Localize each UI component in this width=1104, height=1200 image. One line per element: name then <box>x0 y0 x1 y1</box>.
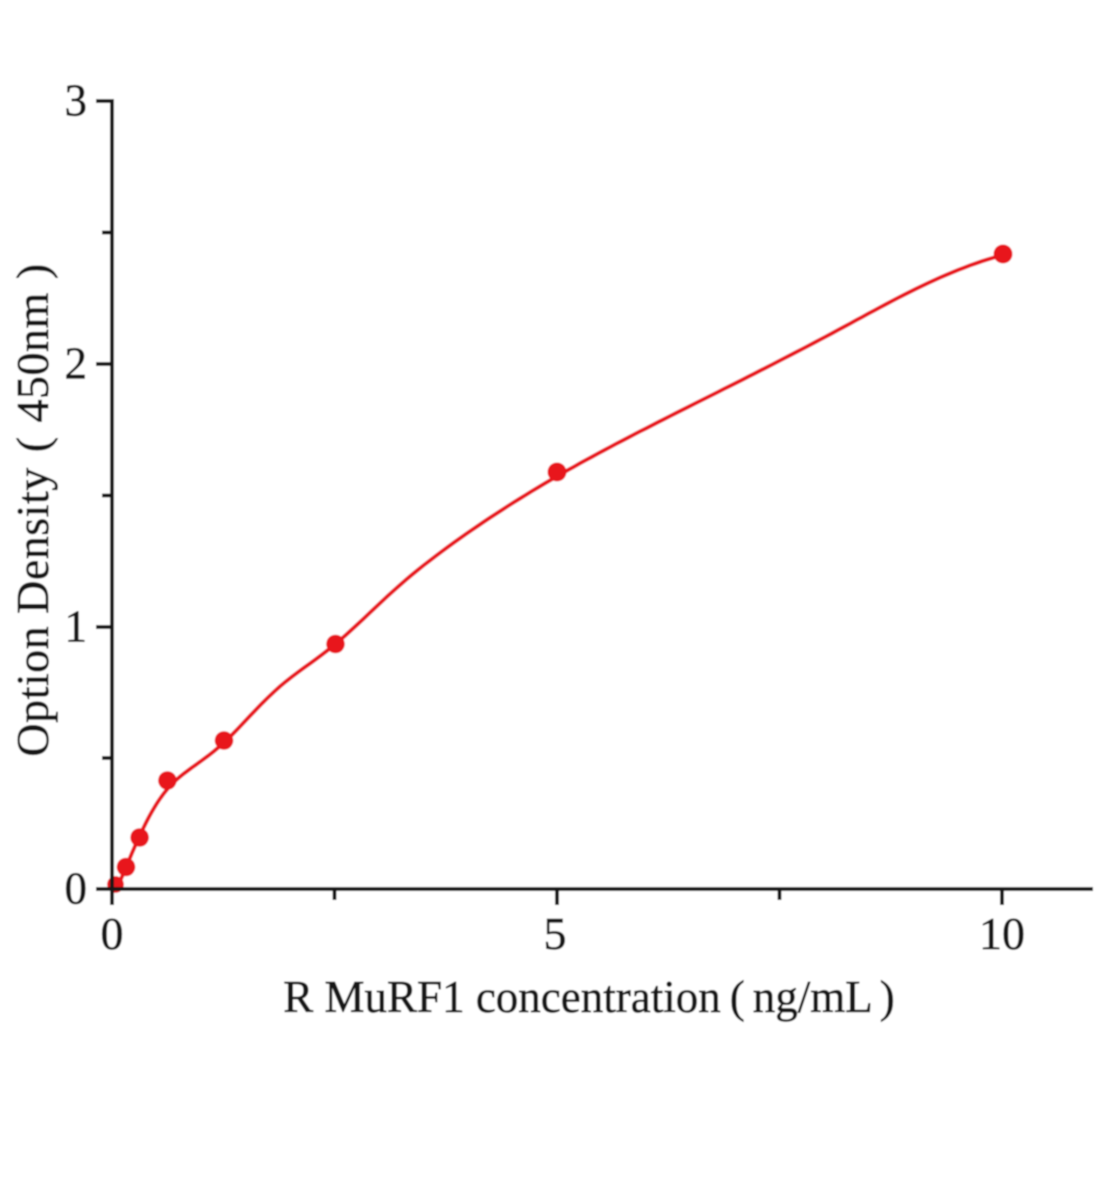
svg-text:2: 2 <box>65 338 88 388</box>
svg-text:Option Density(450nm): Option Density(450nm) <box>7 263 58 756</box>
svg-text:0: 0 <box>101 908 124 959</box>
svg-text:10: 10 <box>979 908 1025 959</box>
svg-text:0: 0 <box>65 863 88 913</box>
svg-text:1: 1 <box>65 601 88 651</box>
svg-text:3: 3 <box>65 75 88 125</box>
svg-text:5: 5 <box>544 908 567 959</box>
svg-text:R MuRF1 concentration(ng/mL): R MuRF1 concentration(ng/mL) <box>283 972 894 1022</box>
